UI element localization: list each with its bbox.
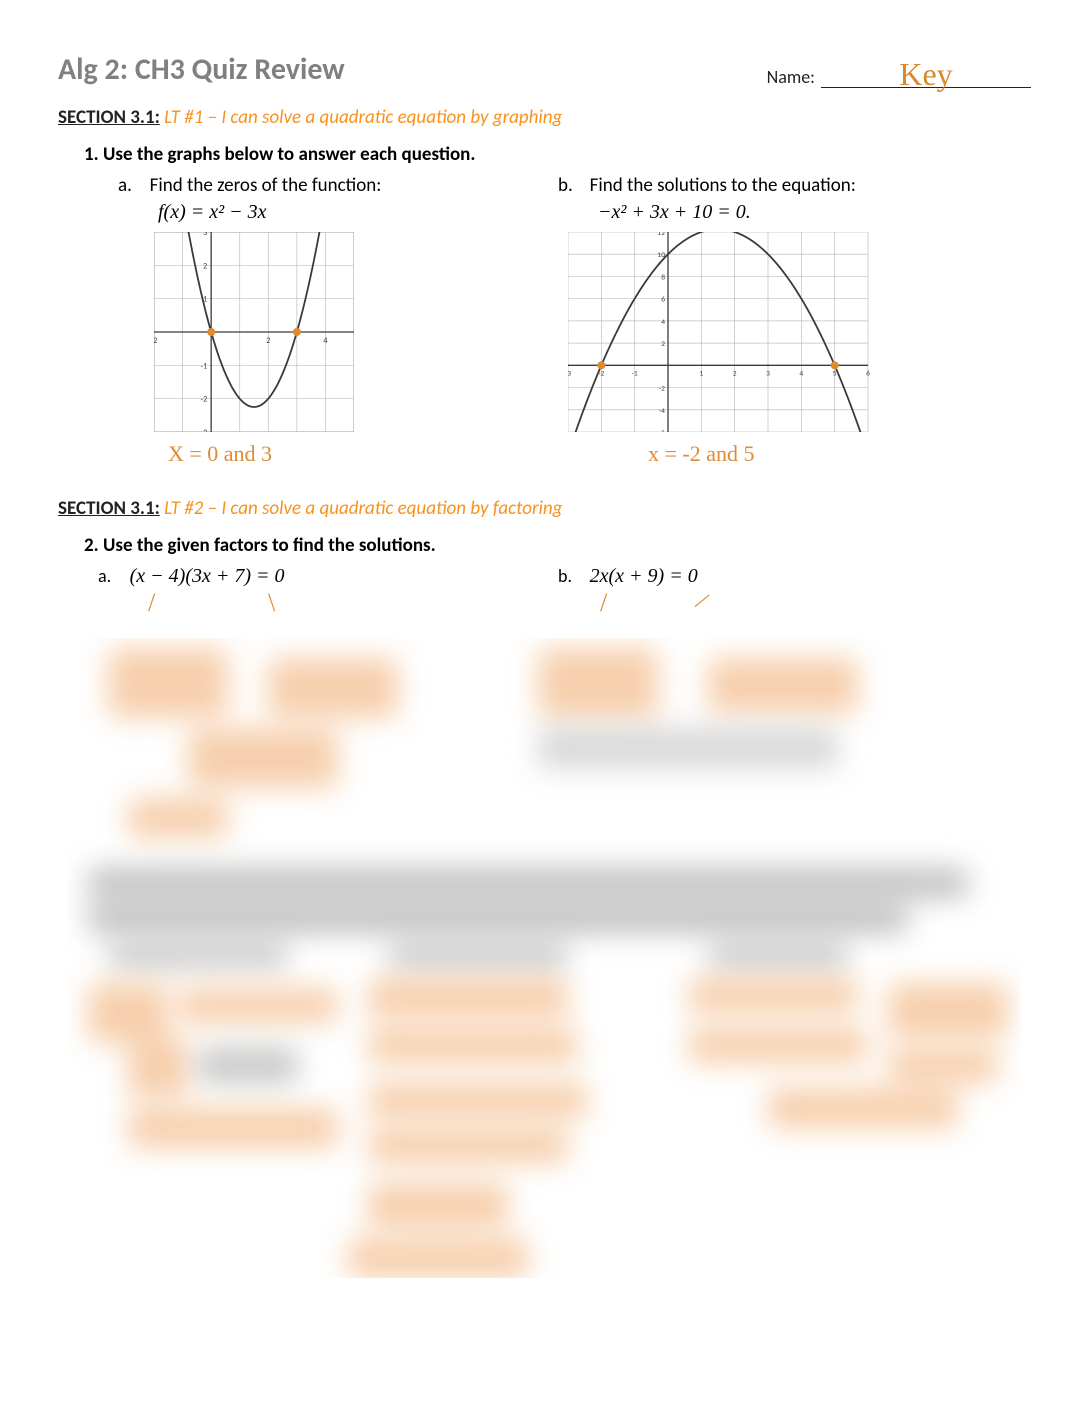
svg-text:-2: -2 <box>154 336 157 346</box>
blurred-blob <box>108 943 288 968</box>
svg-text:1: 1 <box>699 369 703 378</box>
q1a-equation: f(x) = x² − 3x <box>158 201 518 224</box>
blurred-blob <box>368 1028 578 1063</box>
svg-text:2: 2 <box>266 336 270 346</box>
blurred-blob <box>88 983 168 1043</box>
q2a-slashes: / \ <box>98 588 518 618</box>
q1a-label: a. <box>118 174 146 197</box>
q1b-answer: x = -2 and 5 <box>648 441 1031 467</box>
blurred-blob <box>538 728 838 768</box>
q2a-col: a. (x − 4)(3x + 7) = 0 / \ <box>98 565 518 618</box>
svg-text:3: 3 <box>766 369 770 378</box>
section-1-lt: LT #1 – I can solve a quadratic equation… <box>164 106 562 129</box>
svg-text:-3: -3 <box>568 369 571 378</box>
svg-text:-1: -1 <box>201 361 208 371</box>
blurred-blob <box>368 1128 568 1163</box>
section-1-header: SECTION 3.1: LT #1 – I can solve a quadr… <box>58 106 1031 129</box>
q1-columns: a. Find the zeros of the function: f(x) … <box>118 174 1031 467</box>
page-title: Alg 2: CH3 Quiz Review <box>58 51 345 88</box>
svg-text:2: 2 <box>203 261 207 271</box>
blurred-blob <box>688 1028 868 1063</box>
name-value-handwritten: Key <box>899 56 952 92</box>
q2-prompt: 2. Use the given factors to find the sol… <box>84 534 1031 557</box>
q1b-col: b. Find the solutions to the equation: −… <box>558 174 1031 467</box>
blurred-blob <box>178 988 338 1023</box>
svg-text:6: 6 <box>866 369 870 378</box>
name-label: Name: <box>767 66 815 88</box>
section-1-label: SECTION 3.1: <box>58 106 160 129</box>
svg-text:8: 8 <box>661 273 665 282</box>
q2b-slashes: / \ <box>558 588 1031 618</box>
slash-icon: / <box>600 588 607 618</box>
blurred-blob <box>368 978 568 1018</box>
blurred-blob <box>188 728 338 788</box>
q1b-label: b. <box>558 174 586 197</box>
worksheet-page: Alg 2: CH3 Quiz Review Name: Key SECTION… <box>0 0 1089 1408</box>
q2a-label: a. <box>98 565 126 587</box>
q2b-col: b. 2x(x + 9) = 0 / \ <box>558 565 1031 618</box>
q1a-chart-svg: -224-3-2-1123 <box>154 232 354 432</box>
blurred-content-region <box>68 638 1021 1278</box>
svg-text:-3: -3 <box>201 428 208 432</box>
svg-text:4: 4 <box>661 318 665 327</box>
section-2-label: SECTION 3.1: <box>58 497 160 520</box>
name-line: Key <box>821 50 1031 88</box>
section-2-header: SECTION 3.1: LT #2 – I can solve a quadr… <box>58 497 1031 520</box>
blurred-blob <box>198 1048 298 1083</box>
svg-text:2: 2 <box>661 340 665 349</box>
blurred-blob <box>348 1238 528 1278</box>
blurred-blob <box>368 1183 508 1228</box>
blurred-blob <box>128 798 228 838</box>
slash-icon: / <box>148 588 155 618</box>
svg-text:-6: -6 <box>659 429 665 432</box>
svg-text:4: 4 <box>799 369 803 378</box>
blurred-blob <box>108 648 228 718</box>
q1b-graph: -3-2-1123456-6-4-224681012 <box>568 232 1031 437</box>
blurred-blob <box>128 1038 188 1098</box>
blurred-blob <box>688 978 858 1013</box>
blurred-blob <box>708 658 858 713</box>
svg-text:-1: -1 <box>632 369 638 378</box>
q1b-equation: −x² + 3x + 10 = 0. <box>598 201 1031 224</box>
blurred-blob <box>88 868 968 898</box>
blurred-blob <box>538 648 658 718</box>
svg-text:-2: -2 <box>659 385 665 394</box>
q1a-text: Find the zeros of the function: <box>150 174 382 197</box>
blurred-blob <box>368 1083 588 1118</box>
blurred-blob <box>88 903 908 933</box>
svg-text:-4: -4 <box>659 407 665 416</box>
q1-prompt: 1. Use the graphs below to answer each q… <box>84 143 1031 166</box>
blurred-blob <box>268 658 398 718</box>
q1a-col: a. Find the zeros of the function: f(x) … <box>118 174 518 467</box>
blurred-blob <box>388 943 568 968</box>
svg-text:12: 12 <box>657 232 665 238</box>
blurred-blob <box>888 983 1008 1038</box>
svg-text:-2: -2 <box>201 395 208 405</box>
slash-icon: \ <box>268 588 275 618</box>
q2-columns: a. (x − 4)(3x + 7) = 0 / \ b. 2x(x + 9) … <box>98 565 1031 618</box>
blurred-blob <box>708 943 848 968</box>
svg-text:2: 2 <box>733 369 737 378</box>
blurred-blob <box>768 1088 958 1128</box>
q1b-text: Find the solutions to the equation: <box>590 174 856 197</box>
q2b-equation: 2x(x + 9) = 0 <box>590 565 698 587</box>
slash-icon: \ <box>686 592 717 609</box>
q1a-answer: X = 0 and 3 <box>168 441 518 467</box>
blurred-blob <box>888 1048 998 1083</box>
blurred-blob <box>128 1108 338 1148</box>
svg-text:6: 6 <box>661 296 665 305</box>
q1a-graph: -224-3-2-1123 <box>154 232 518 437</box>
q2b-label: b. <box>558 565 586 587</box>
header-row: Alg 2: CH3 Quiz Review Name: Key <box>58 50 1031 88</box>
section-2-lt: LT #2 – I can solve a quadratic equation… <box>164 497 562 520</box>
q2a-equation: (x − 4)(3x + 7) = 0 <box>130 565 285 587</box>
svg-text:3: 3 <box>203 232 207 238</box>
svg-text:4: 4 <box>323 336 327 346</box>
name-field-block: Name: Key <box>767 50 1031 88</box>
q1b-chart-svg: -3-2-1123456-6-4-224681012 <box>568 232 878 432</box>
